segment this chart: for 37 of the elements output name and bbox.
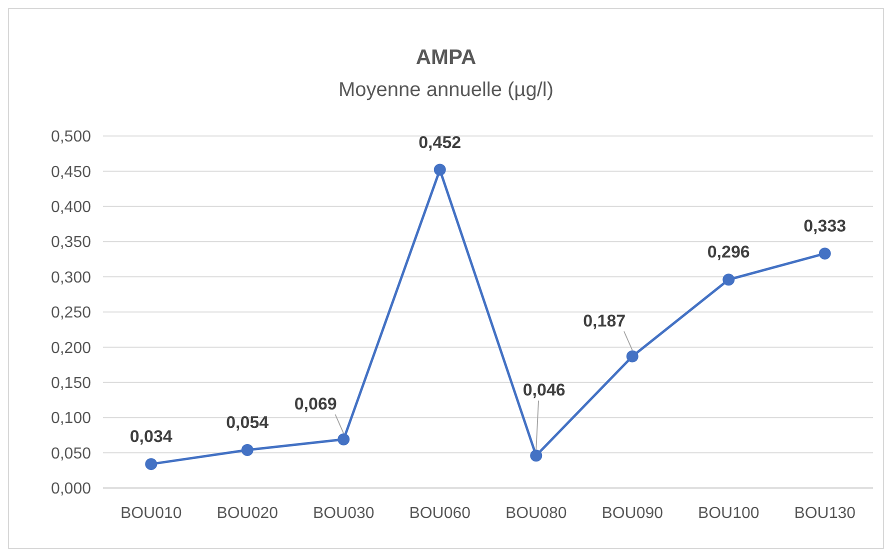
data-label: 0,069 — [294, 394, 337, 414]
point — [722, 274, 735, 286]
point — [818, 248, 831, 260]
x-tick-label: BOU060 — [409, 505, 471, 522]
data-label: 0,054 — [226, 412, 270, 432]
data-label: 0,333 — [804, 216, 846, 236]
data-label: 0,034 — [130, 427, 173, 446]
point — [626, 350, 638, 362]
data-label: 0,452 — [418, 132, 462, 152]
y-tick-label: 0,500 — [50, 128, 92, 146]
data-label: 0,296 — [707, 242, 750, 262]
point — [338, 433, 350, 446]
data-label: 0,046 — [522, 380, 566, 400]
y-tick-label: 0,150 — [50, 375, 92, 392]
y-tick-label: 0,450 — [50, 164, 92, 181]
point — [530, 450, 542, 462]
y-tick-label: 0,350 — [50, 234, 92, 252]
y-tick-label: 0,000 — [50, 480, 92, 498]
y-tick-label: 0,050 — [50, 445, 92, 462]
x-tick-label: BOU030 — [312, 505, 374, 522]
chart-title: AMPA — [416, 46, 476, 69]
point — [145, 458, 158, 470]
y-tick-label: 0,100 — [50, 410, 92, 428]
x-tick-label: BOU080 — [505, 505, 567, 522]
y-tick-label: 0,300 — [50, 269, 92, 286]
chart-subtitle: Moyenne annuelle (µg/l) — [338, 79, 554, 101]
y-tick-label: 0,200 — [50, 340, 92, 357]
x-tick-label: BOU010 — [120, 505, 182, 522]
point — [434, 164, 446, 176]
x-tick-label: BOU090 — [602, 505, 664, 522]
x-tick-label: BOU100 — [698, 505, 760, 522]
y-tick-label: 0,400 — [50, 199, 92, 216]
point — [241, 444, 254, 456]
y-tick-label: 0,250 — [50, 304, 92, 322]
x-tick-label: BOU130 — [794, 505, 856, 522]
data-label: 0,187 — [583, 311, 626, 330]
x-tick-label: BOU020 — [216, 505, 278, 522]
